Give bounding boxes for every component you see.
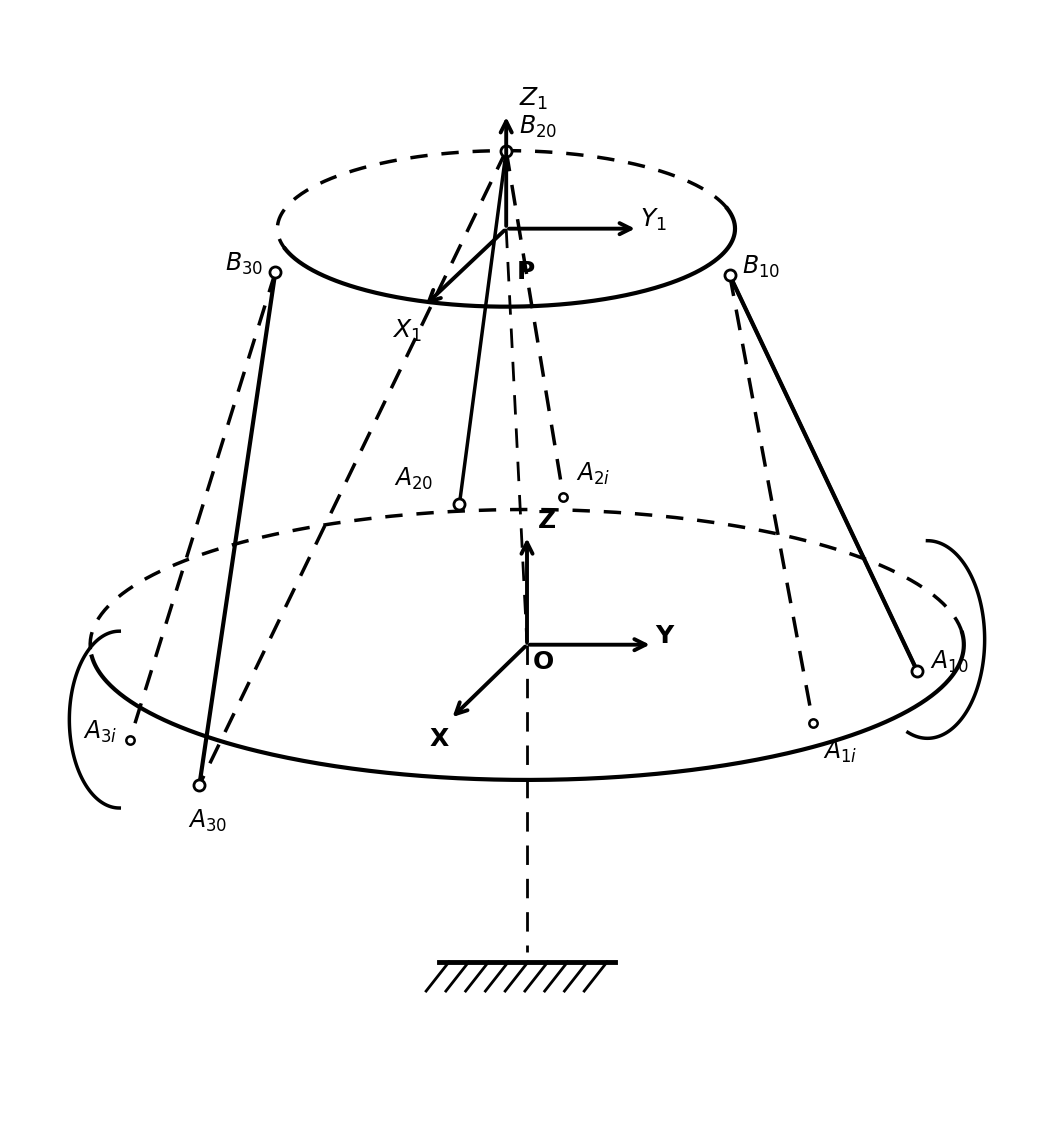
Text: $A_{30}$: $A_{30}$ <box>188 809 228 834</box>
Text: X: X <box>429 727 448 750</box>
Text: P: P <box>516 259 534 284</box>
Text: $B_{20}$: $B_{20}$ <box>519 115 557 140</box>
Text: $B_{30}$: $B_{30}$ <box>225 250 262 277</box>
Text: $A_{10}$: $A_{10}$ <box>930 649 969 676</box>
Text: $B_{10}$: $B_{10}$ <box>742 254 780 281</box>
Text: $A_{2i}$: $A_{2i}$ <box>575 460 610 486</box>
Text: O: O <box>533 650 554 674</box>
Text: $A_{20}$: $A_{20}$ <box>394 466 433 492</box>
Text: Z: Z <box>538 510 555 533</box>
Text: $A_{1i}$: $A_{1i}$ <box>823 738 858 765</box>
Text: $Z_1$: $Z_1$ <box>519 85 548 112</box>
Text: $Y_1$: $Y_1$ <box>640 208 667 234</box>
Text: $A_{3i}$: $A_{3i}$ <box>83 719 117 746</box>
Text: Y: Y <box>655 624 674 648</box>
Text: $X_1$: $X_1$ <box>392 318 422 344</box>
